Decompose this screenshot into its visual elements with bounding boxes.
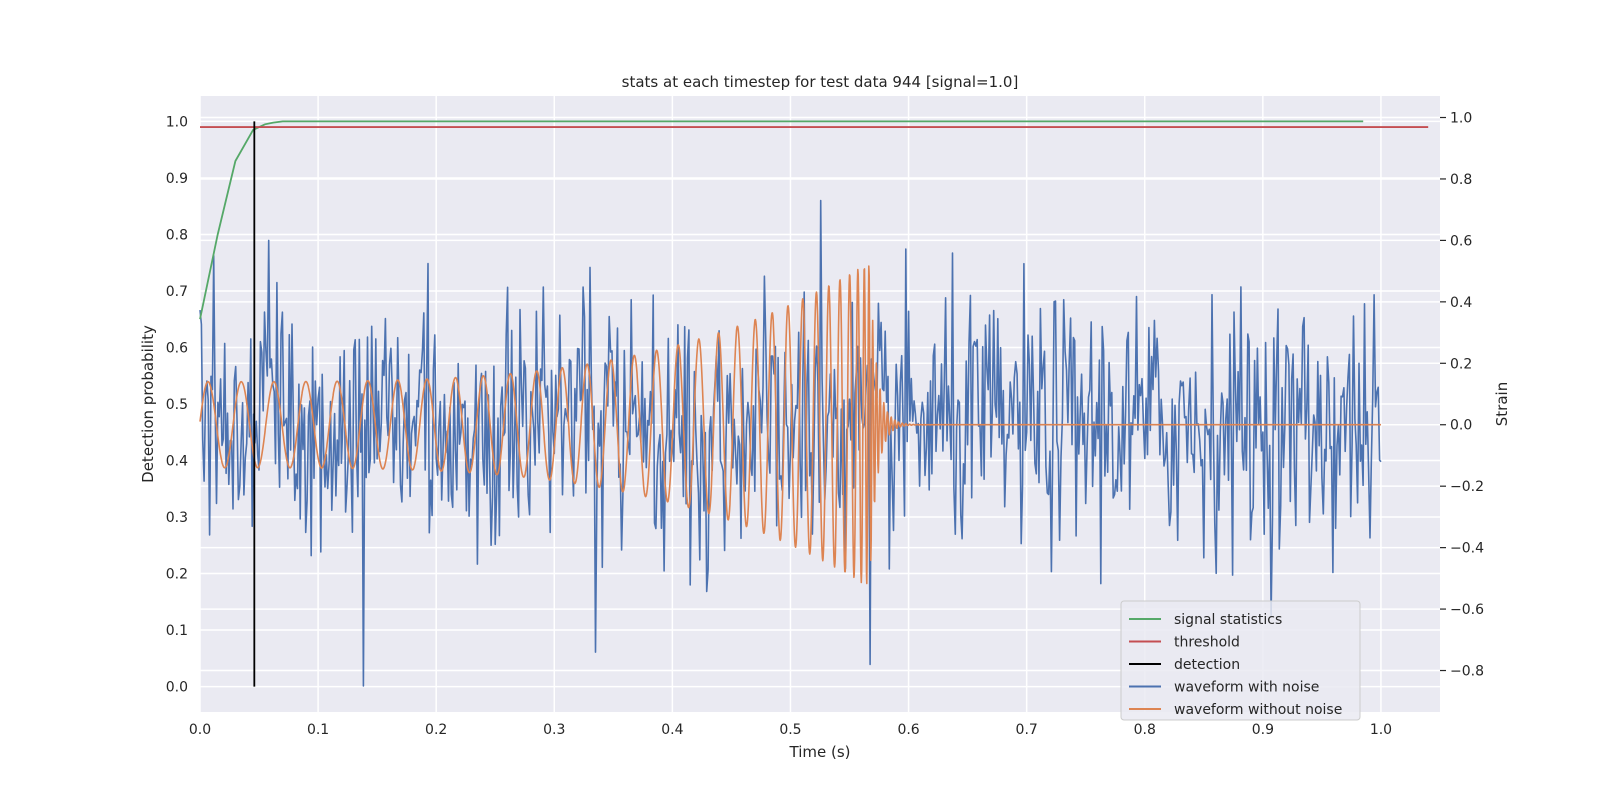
chart-title: stats at each timestep for test data 944…: [622, 73, 1019, 91]
x-tick-label: 0.9: [1252, 722, 1274, 738]
legend-frame: [1120, 600, 1361, 721]
legend-label: threshold: [1174, 635, 1240, 651]
x-tick-label: 0.2: [425, 722, 447, 738]
x-tick-label: 0.3: [543, 722, 565, 738]
y-left-tick-label: 1.0: [166, 114, 188, 130]
y-left-tick-label: 0.0: [166, 680, 188, 696]
ticks: 0.0 0.1 0.2 0.3 0.4 0.5 0.6 0.7 0.8 0.9 1.0 0.0 0.1 0…: [166, 111, 1484, 738]
legend-label: detection: [1174, 657, 1240, 673]
x-tick-label: 0.8: [1134, 722, 1156, 738]
legend-label: waveform without noise: [1174, 702, 1342, 718]
y-left-tick-label: 0.2: [166, 567, 188, 583]
series-signal-statistics: [199, 120, 1364, 320]
x-tick-label: 1.0: [1370, 722, 1392, 738]
y-right-tick-label: 0.4: [1450, 295, 1472, 311]
y-axis-left-title: Detection probability: [139, 325, 157, 483]
legend: signal statistics threshold detection wavef…: [1120, 600, 1361, 721]
x-tick-label: 0.7: [1016, 722, 1038, 738]
x-axis-title: Time (s): [789, 743, 851, 761]
y-right-tick-label: 0.6: [1450, 233, 1472, 249]
y-right-tick-label: −0.8: [1450, 664, 1484, 680]
y-left-tick-label: 0.8: [166, 227, 188, 243]
legend-items: signal statistics threshold detection wavef…: [1129, 612, 1342, 718]
y-axis-right-title: Strain: [1493, 382, 1511, 426]
series-waveform-without-noise: [199, 265, 1382, 585]
x-tick-label: 0.1: [307, 722, 329, 738]
y-right-tick-label: 0.8: [1450, 172, 1472, 188]
x-tick-label: 0.0: [189, 722, 211, 738]
x-tick-label: 0.6: [897, 722, 919, 738]
y-left-tick-label: 0.7: [166, 284, 188, 300]
y-right-tick-label: 1.0: [1450, 111, 1472, 127]
y-left-tick-label: 0.5: [166, 397, 188, 413]
y-right-tick-label: −0.6: [1450, 602, 1484, 618]
legend-label: waveform with noise: [1174, 680, 1319, 696]
x-tick-label: 0.5: [779, 722, 801, 738]
y-right-tick-label: −0.4: [1450, 541, 1484, 557]
series-waveform-with-noise: [199, 199, 1382, 687]
y-left-tick-label: 0.3: [166, 510, 188, 526]
x-tick-label: 0.4: [661, 722, 683, 738]
y-left-tick-label: 0.1: [166, 623, 188, 639]
series-layer: [199, 120, 1429, 687]
y-right-tick-label: 0.0: [1450, 418, 1472, 434]
legend-label: signal statistics: [1174, 612, 1282, 628]
y-left-tick-label: 0.9: [166, 171, 188, 187]
y-left-tick-label: 0.6: [166, 340, 188, 356]
y-right-tick-label: 0.2: [1450, 356, 1472, 372]
y-right-tick-label: −0.2: [1450, 479, 1484, 495]
y-left-tick-label: 0.4: [166, 454, 188, 470]
